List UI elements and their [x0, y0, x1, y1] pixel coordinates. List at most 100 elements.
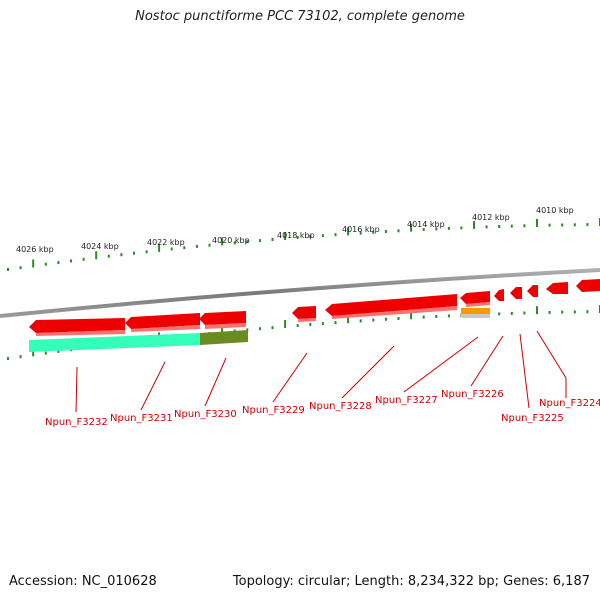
gene-label[interactable]: Npun_F3230 [174, 409, 237, 420]
minor-tick [44, 262, 47, 266]
minor-tick [586, 310, 589, 314]
gene-label[interactable]: Npun_F3231 [110, 413, 173, 424]
minor-tick [422, 315, 425, 319]
minor-tick [107, 254, 110, 258]
minor-tick [435, 227, 438, 231]
minor-tick [447, 314, 450, 318]
gene-arrow-npun-f3225[interactable] [510, 287, 522, 299]
minor-tick [57, 349, 60, 353]
scale-label: 4026 kbp [16, 245, 54, 254]
minor-tick [258, 239, 261, 243]
minor-tick [258, 327, 261, 331]
minor-tick [271, 326, 274, 330]
minor-tick [548, 310, 551, 314]
feature-teal[interactable] [29, 333, 200, 352]
gene-arrow-npun-f3231[interactable] [125, 313, 200, 329]
gene-label[interactable]: Npun_F3228 [309, 401, 372, 412]
minor-tick [133, 251, 135, 255]
minor-tick [586, 223, 589, 227]
minor-tick [561, 223, 564, 227]
upper-scale-ticks [7, 218, 600, 271]
minor-tick [510, 311, 513, 315]
genome-summary-text: Topology: circular; Length: 8,234,322 bp… [232, 574, 590, 589]
gene-arrow-npun-f3227[interactable] [460, 291, 490, 304]
major-tick [32, 259, 35, 268]
gene-labels: Npun_F3232 Npun_F3231 Npun_F3230 Npun_F3… [45, 389, 600, 428]
minor-tick [485, 225, 488, 229]
minor-tick [296, 324, 299, 327]
minor-tick [309, 235, 312, 238]
minor-tick [334, 233, 337, 237]
gene-arrow-shadow [298, 318, 316, 322]
minor-tick [334, 321, 337, 325]
minor-tick [271, 238, 274, 241]
minor-tick [372, 230, 375, 234]
gene-label[interactable]: Npun_F3225 [501, 413, 564, 424]
gene-arrow[interactable] [546, 282, 568, 294]
scale-label: 4012 kbp [472, 213, 510, 222]
minor-tick [309, 323, 312, 326]
minor-tick [19, 266, 22, 270]
minor-tick [19, 355, 22, 359]
gene-label[interactable]: Npun_F3224 [539, 398, 600, 409]
minor-tick [397, 229, 400, 233]
major-tick [410, 311, 413, 320]
minor-tick [7, 268, 9, 271]
minor-tick [120, 253, 123, 257]
major-tick [158, 243, 161, 252]
minor-tick [384, 230, 387, 233]
major-tick [284, 320, 287, 328]
major-tick [221, 325, 224, 334]
minor-tick [246, 328, 249, 332]
major-tick [410, 223, 413, 232]
major-tick [284, 232, 287, 240]
minor-tick [82, 257, 85, 261]
major-tick [473, 220, 475, 229]
minor-tick [372, 318, 375, 322]
scale-labels: 4026 kbp 4024 kbp 4022 kbp 4020 kbp 4018… [16, 206, 574, 254]
major-tick [347, 315, 350, 324]
minor-tick [359, 231, 362, 235]
minor-tick [233, 241, 236, 245]
minor-tick [548, 223, 551, 227]
gene-label[interactable]: Npun_F3226 [441, 389, 504, 400]
feature-orange[interactable] [461, 308, 490, 314]
gene-arrow-npun-f3229[interactable] [292, 306, 316, 319]
gene-label[interactable]: Npun_F3232 [45, 417, 108, 428]
gene-arrow-shadow [205, 323, 246, 329]
gene-arrow-shadow [466, 302, 490, 307]
minor-tick [447, 226, 450, 230]
minor-tick [44, 351, 47, 355]
minor-tick [7, 357, 9, 360]
minor-tick [422, 228, 425, 231]
gene-arrow[interactable] [576, 279, 600, 292]
gene-arrow-npun-f3230[interactable] [199, 311, 246, 325]
gene-arrow-shadow [36, 330, 125, 336]
gene-label[interactable]: Npun_F3227 [375, 395, 438, 406]
minor-tick [523, 311, 526, 315]
minor-tick [573, 310, 576, 314]
minor-tick [57, 261, 60, 265]
minor-tick [321, 234, 324, 238]
feature-grey [461, 314, 490, 318]
minor-tick [384, 317, 387, 321]
genome-backbone [0, 268, 600, 318]
gene-arrow-npun-f3224[interactable] [527, 285, 538, 297]
major-tick [95, 251, 98, 260]
major-tick [221, 237, 224, 246]
minor-tick [195, 244, 198, 248]
gene-label[interactable]: Npun_F3229 [242, 405, 305, 416]
gene-arrow-npun-f3228[interactable] [325, 294, 457, 316]
label-leaders [75, 330, 567, 413]
gene-arrow-npun-f3226[interactable] [494, 289, 504, 301]
minor-tick [208, 243, 211, 247]
minor-tick [523, 224, 526, 228]
map-title: Nostoc punctiforme PCC 73102, complete g… [135, 9, 465, 24]
scale-label: 4010 kbp [536, 206, 574, 215]
minor-tick [321, 322, 324, 325]
gene-arrow-npun-f3232[interactable] [29, 318, 125, 333]
feature-olive[interactable] [200, 330, 248, 345]
minor-tick [170, 247, 173, 251]
minor-tick [498, 312, 501, 316]
minor-tick [296, 236, 299, 239]
